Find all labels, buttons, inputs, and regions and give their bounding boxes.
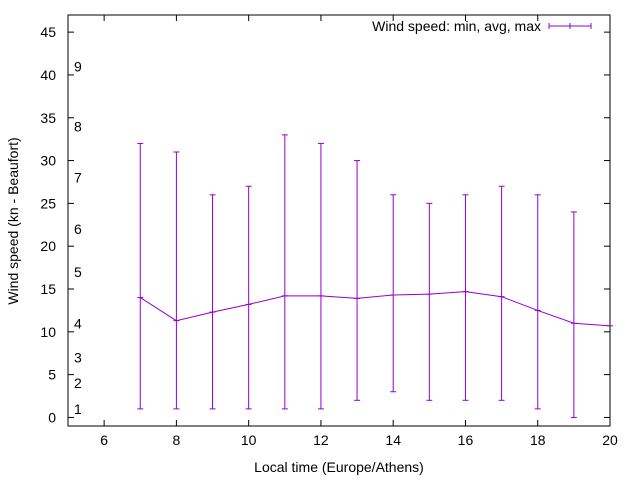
beaufort-label: 8 (74, 118, 82, 134)
error-bar (498, 185, 505, 401)
axes (67, 14, 611, 427)
x-tick-label: 8 (173, 432, 181, 448)
error-bar (426, 202, 433, 401)
beaufort-label: 5 (74, 264, 82, 280)
error-bar (534, 194, 541, 410)
x-tick-label: 20 (602, 432, 618, 448)
x-axis-label: Local time (Europe/Athens) (254, 459, 424, 475)
error-bar (462, 194, 469, 401)
x-tick-label: 10 (241, 432, 257, 448)
y-tick-label: 30 (40, 153, 56, 169)
legend: Wind speed: min, avg, max (372, 18, 592, 34)
legend-label: Wind speed: min, avg, max (372, 18, 541, 34)
beaufort-label: 6 (74, 221, 82, 237)
x-tick-label: 16 (458, 432, 474, 448)
y-tick-label: 40 (40, 67, 56, 83)
y-tick-label: 5 (48, 367, 56, 383)
x-tick-label: 18 (530, 432, 546, 448)
plot-frame (67, 14, 611, 427)
y-tick-label: 20 (40, 238, 56, 254)
beaufort-label: 1 (74, 401, 82, 417)
y-tick-label: 15 (40, 281, 56, 297)
error-bar (209, 194, 216, 410)
avg-line (139, 291, 611, 327)
error-bar (281, 134, 288, 410)
y-tick-label: 10 (40, 324, 56, 340)
beaufort-label: 7 (74, 170, 82, 186)
beaufort-label: 3 (74, 350, 82, 366)
error-bar (317, 142, 324, 410)
beaufort-label: 2 (74, 375, 82, 391)
x-tick-label: 6 (100, 432, 108, 448)
axis-ticks: 6 8 10 12 14 16 18 2005101520253035404512345678… (40, 15, 618, 448)
beaufort-label: 4 (74, 315, 82, 331)
error-bar (570, 211, 577, 418)
beaufort-label: 9 (74, 58, 82, 74)
y-tick-label: 45 (40, 24, 56, 40)
error-bar (173, 151, 180, 410)
error-bar (137, 142, 144, 410)
error-bar (390, 194, 397, 393)
x-tick-label: 14 (385, 432, 401, 448)
y-tick-label: 0 (48, 409, 56, 425)
data-series (137, 134, 613, 418)
y-tick-label: 25 (40, 195, 56, 211)
y-tick-label: 35 (40, 110, 56, 126)
y-axis-label: Wind speed (kn - Beaufort) (5, 137, 21, 304)
error-bar (245, 185, 252, 410)
error-bar (354, 160, 361, 401)
x-tick-label: 12 (313, 432, 329, 448)
